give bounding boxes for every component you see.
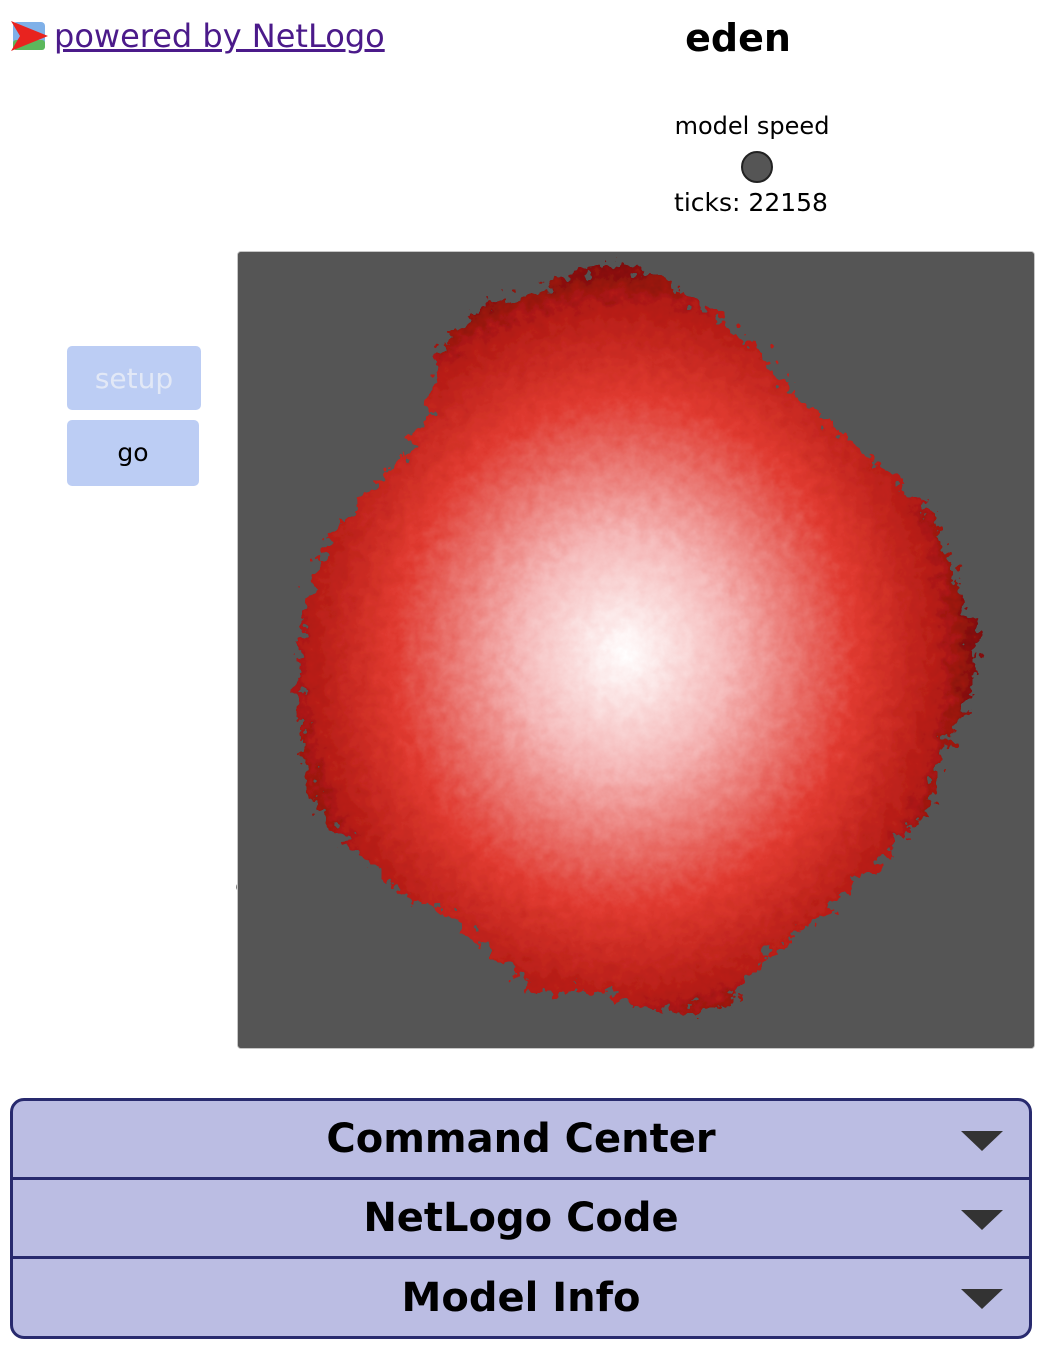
tab-command-center-label: Command Center bbox=[326, 1116, 716, 1162]
model-title: eden bbox=[685, 16, 791, 60]
eden-cluster-canvas bbox=[238, 252, 1034, 1048]
setup-button-label: setup bbox=[94, 361, 174, 395]
tab-model-info-label: Model Info bbox=[401, 1274, 641, 1321]
tab-command-center[interactable]: Command Center bbox=[13, 1101, 1029, 1180]
model-speed-label: model speed bbox=[674, 112, 830, 140]
tab-netlogo-code[interactable]: NetLogo Code bbox=[13, 1180, 1029, 1259]
setup-button[interactable]: setup bbox=[67, 346, 201, 410]
tab-model-info[interactable]: Model Info bbox=[13, 1259, 1029, 1336]
chevron-down-icon bbox=[961, 1289, 1003, 1309]
go-button[interactable]: go bbox=[67, 420, 254, 896]
powered-by-text: powered by NetLogo bbox=[54, 17, 385, 55]
eden-cluster bbox=[298, 264, 978, 1012]
powered-by-netlogo-link[interactable]: powered by NetLogo bbox=[10, 14, 385, 58]
tab-netlogo-code-label: NetLogo Code bbox=[363, 1195, 679, 1241]
chevron-down-icon bbox=[961, 1131, 1003, 1151]
go-button-label: go bbox=[117, 438, 149, 467]
ticks-counter: ticks: 22158 bbox=[674, 188, 828, 217]
chevron-down-icon bbox=[961, 1210, 1003, 1230]
tabs-panel: Command Center NetLogo Code Model Info bbox=[10, 1098, 1032, 1339]
netlogo-logo-icon bbox=[11, 21, 48, 51]
speed-slider-knob[interactable] bbox=[741, 151, 773, 183]
world-view[interactable] bbox=[237, 251, 1035, 1049]
